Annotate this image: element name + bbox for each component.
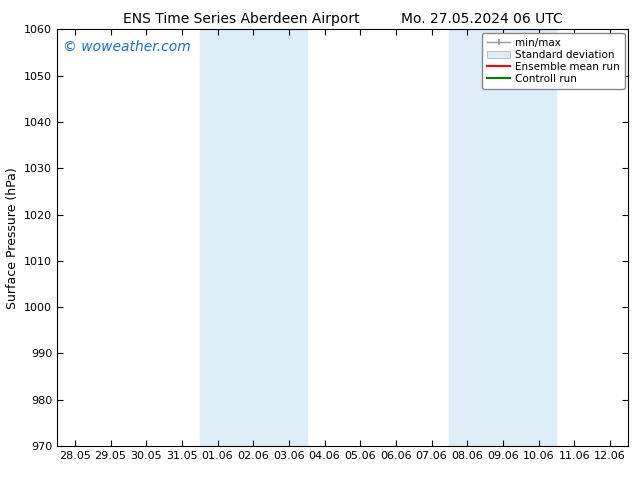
Text: Mo. 27.05.2024 06 UTC: Mo. 27.05.2024 06 UTC (401, 12, 563, 26)
Legend: min/max, Standard deviation, Ensemble mean run, Controll run: min/max, Standard deviation, Ensemble me… (482, 32, 624, 89)
Text: © woweather.com: © woweather.com (63, 40, 190, 54)
Y-axis label: Surface Pressure (hPa): Surface Pressure (hPa) (6, 167, 18, 309)
Text: ENS Time Series Aberdeen Airport: ENS Time Series Aberdeen Airport (122, 12, 359, 26)
Bar (200, 29, 307, 446)
Bar (450, 29, 557, 446)
